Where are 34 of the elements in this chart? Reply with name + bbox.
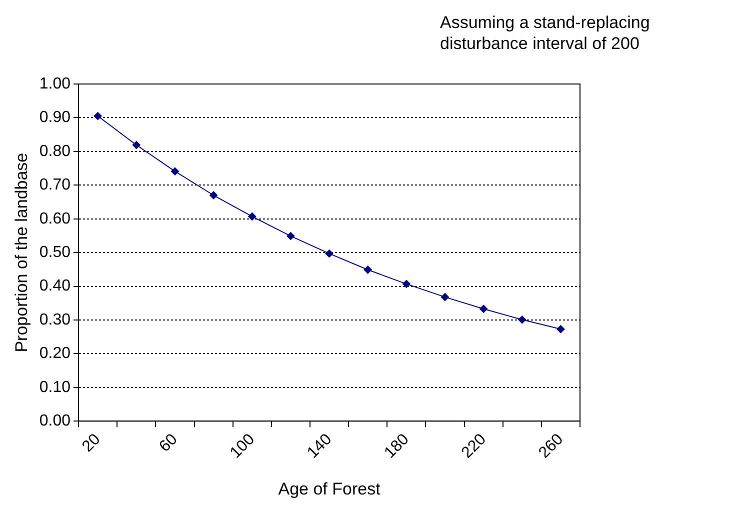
point (286, 232, 295, 240)
y-axis-title: Proportion of the landbase (12, 152, 31, 352)
point (325, 250, 334, 258)
y-tick-label: 0.60 (39, 210, 71, 228)
x-tick-label: 20 (79, 430, 104, 456)
y-tick-label: 0.50 (39, 244, 71, 261)
point (132, 141, 140, 150)
x-tick-label: 180 (381, 430, 412, 462)
y-tick-label: 0.20 (39, 345, 71, 362)
x-tick-label: 140 (304, 430, 336, 462)
y-tick-label: 1.00 (39, 75, 71, 92)
x-tick-label: 100 (227, 430, 258, 462)
y-tick-label: 0.40 (39, 278, 71, 295)
x-tick-label: 220 (458, 430, 490, 462)
point (170, 167, 179, 176)
point (440, 293, 449, 302)
point (556, 325, 565, 334)
y-tick-label: 0.90 (39, 109, 71, 126)
point (364, 266, 372, 274)
x-axis-title: Age of Forest (278, 479, 381, 498)
point (210, 191, 218, 200)
y-tick-label: 0.30 (39, 311, 71, 328)
point (402, 280, 410, 288)
y-tick-label: 0.70 (39, 176, 71, 194)
x-tick-label: 260 (536, 430, 567, 462)
point (480, 304, 488, 313)
y-tick-label: 0.10 (39, 378, 71, 396)
x-tick-label: 60 (156, 430, 181, 456)
point (518, 316, 526, 324)
point (248, 212, 256, 220)
y-tick-label: 0.00 (39, 412, 71, 430)
point (94, 112, 102, 120)
y-tick-label: 0.80 (39, 142, 71, 160)
chart-title: Assuming a stand-replacing disturbance interval of 200 (440, 12, 651, 54)
